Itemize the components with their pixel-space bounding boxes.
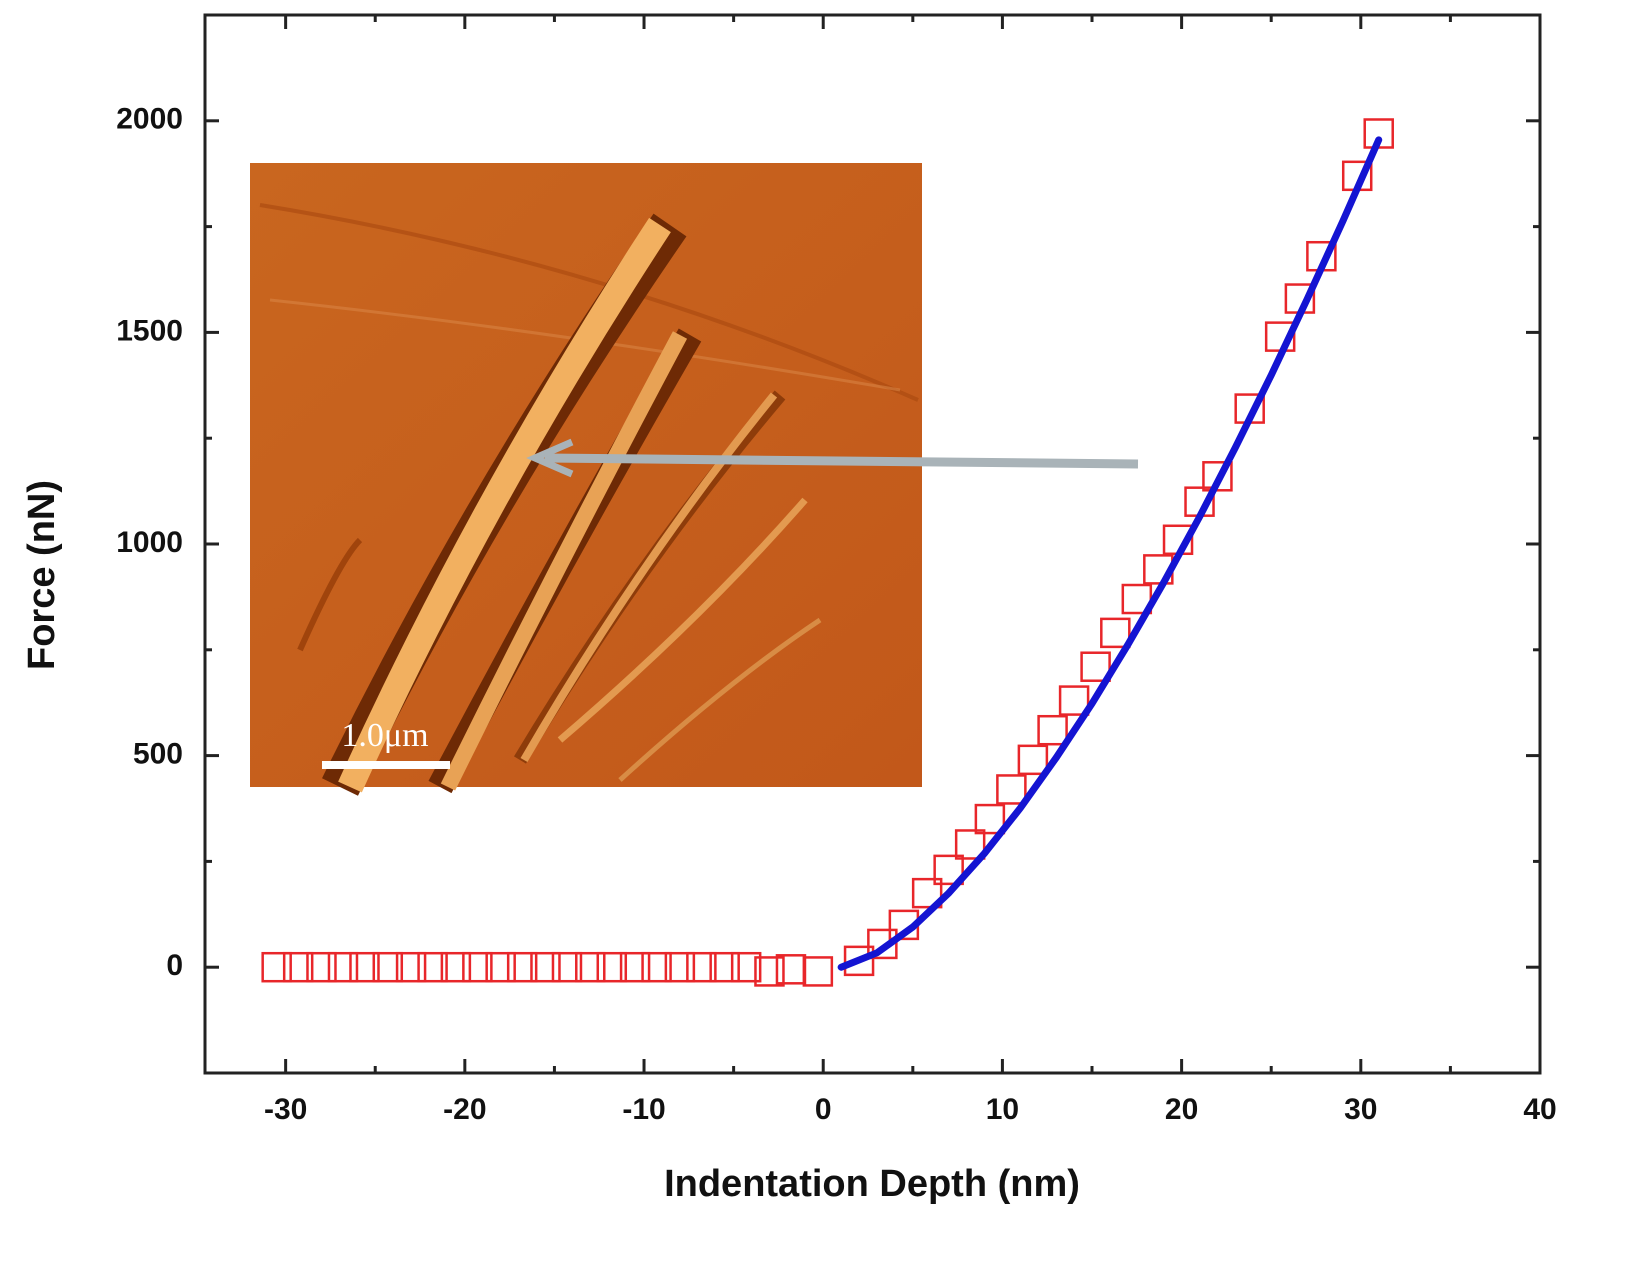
x-tick-label: -30 <box>264 1093 307 1126</box>
data-point <box>575 951 606 983</box>
data-point <box>664 951 696 983</box>
data-point <box>1100 617 1131 649</box>
data-point <box>730 951 762 983</box>
data-point <box>954 829 986 860</box>
data-point <box>1037 714 1068 746</box>
data-point <box>261 951 292 983</box>
y-tick-label: 1000 <box>116 526 183 559</box>
y-tick-label: 500 <box>133 738 183 771</box>
fit-line <box>837 136 1383 971</box>
data-point <box>641 951 672 983</box>
data-point <box>775 954 807 985</box>
data-point <box>327 951 359 983</box>
data-point <box>551 951 583 983</box>
scale-bar-label: 1.0μm <box>341 717 428 754</box>
data-point <box>485 951 516 983</box>
x-tick-label: 0 <box>815 1093 832 1126</box>
data-point <box>395 951 427 983</box>
data-point <box>867 928 898 960</box>
data-point <box>1080 651 1111 682</box>
y-tick-label: 1500 <box>116 314 183 347</box>
data-point <box>1058 685 1090 716</box>
y-tick-label: 2000 <box>116 103 183 136</box>
data-point <box>754 956 785 987</box>
arrow <box>526 438 1139 478</box>
y-axis-label: Force (nN) <box>21 480 63 670</box>
data-point <box>440 951 472 983</box>
data-point <box>282 951 314 983</box>
data-point <box>911 877 943 909</box>
data-point <box>996 774 1027 805</box>
data-point <box>619 951 651 983</box>
data-point <box>349 951 380 983</box>
data-point <box>709 951 740 983</box>
data-point <box>1017 744 1049 776</box>
data-point <box>802 956 834 987</box>
y-tick-label: 0 <box>166 949 183 982</box>
inset-image: 1.0μm <box>250 163 922 796</box>
data-point <box>843 945 875 977</box>
x-tick-label: 10 <box>986 1093 1019 1126</box>
data-point <box>372 951 404 983</box>
data-point <box>506 951 538 983</box>
x-tick-label: 30 <box>1344 1093 1377 1126</box>
data-point <box>306 951 337 983</box>
x-tick-label: 20 <box>1165 1093 1198 1126</box>
data-point <box>1202 461 1233 492</box>
data-point <box>417 951 448 983</box>
x-tick-label: -20 <box>443 1093 486 1126</box>
data-point <box>530 951 561 983</box>
data-point <box>462 951 493 983</box>
data-point <box>686 951 717 983</box>
x-tick-label: 40 <box>1523 1093 1556 1126</box>
data-point <box>596 951 628 983</box>
data-point <box>933 854 964 886</box>
x-tick-label: -10 <box>622 1093 665 1126</box>
x-axis-label: Indentation Depth (nm) <box>664 1163 1080 1205</box>
data-point <box>974 803 1006 835</box>
